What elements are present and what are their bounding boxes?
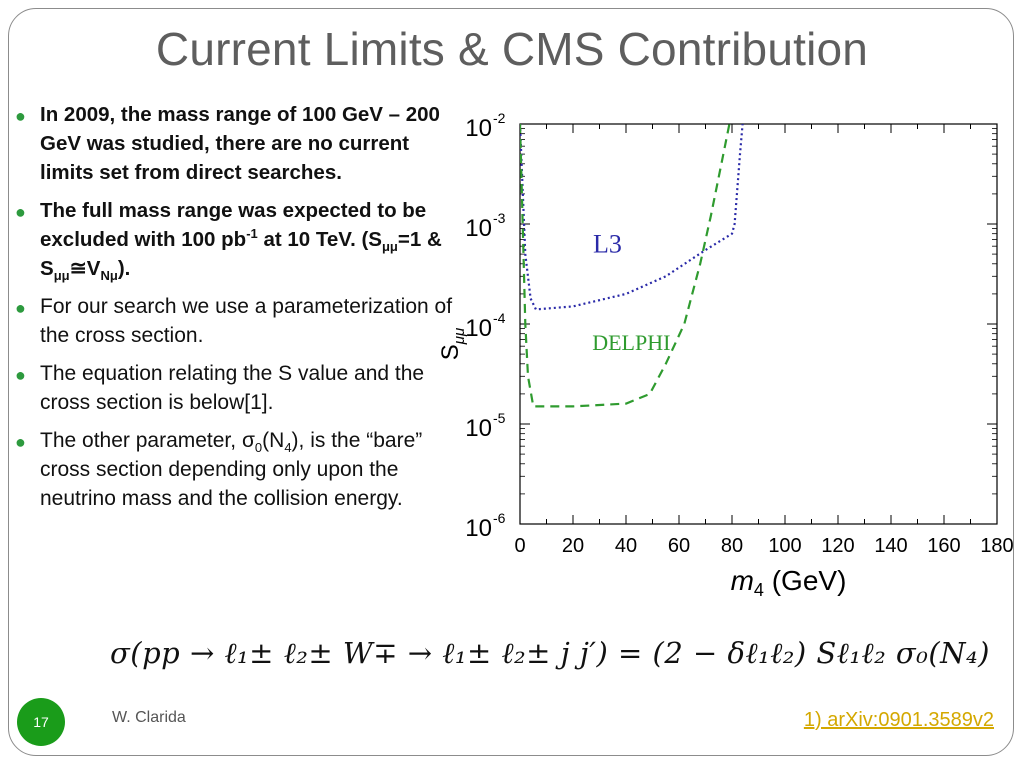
x-axis-label-symbol: m <box>731 565 754 596</box>
series-line-l3 <box>520 124 744 311</box>
y-axis-label-subscript: μμ <box>451 328 468 345</box>
bullet-dot-icon: ● <box>15 365 26 385</box>
bullet-item: ● The equation relating the S value and … <box>15 362 425 414</box>
bullet-item: ● The full mass range was expected to be… <box>15 199 442 284</box>
x-tick-label: 60 <box>668 535 690 557</box>
series-label-delphi: DELPHI <box>592 330 670 355</box>
y-axis-label-symbol: S <box>437 344 464 360</box>
y-tick-exponent: -4 <box>493 310 506 326</box>
bullet-item: ● In 2009, the mass range of 100 GeV – 2… <box>15 103 440 184</box>
y-tick-label: 10 <box>465 415 492 442</box>
x-tick-label: 0 <box>514 535 525 557</box>
bullet-item: ● The other parameter, σ0(N4), is the “b… <box>15 429 423 510</box>
x-tick-label: 180 <box>980 535 1013 557</box>
page-number-badge: 17 <box>17 698 65 746</box>
x-tick-label: 160 <box>927 535 960 557</box>
bullet-dot-icon: ● <box>15 298 26 318</box>
x-tick-label: 140 <box>874 535 907 557</box>
x-axis-label-unit: (GeV) <box>764 565 846 596</box>
bullet-list: ● In 2009, the mass range of 100 GeV – 2… <box>14 100 454 522</box>
y-tick-label: 10 <box>465 115 492 142</box>
y-tick-label: 10 <box>465 315 492 342</box>
x-tick-label: 40 <box>615 535 637 557</box>
y-axis-label: Sμμ <box>437 328 468 360</box>
author-name: W. Clarida <box>112 709 186 726</box>
plot-frame <box>519 123 998 525</box>
x-tick-label: 120 <box>821 535 854 557</box>
x-axis-label: m4 (GeV) <box>731 565 847 598</box>
bullet-dot-icon: ● <box>15 202 26 222</box>
y-tick-label: 10 <box>465 215 492 242</box>
x-tick-label: 20 <box>562 535 584 557</box>
cross-section-equation: σ(pp → ℓ₁± ℓ₂± W∓ → ℓ₁± ℓ₂± j j′) = (2 −… <box>110 636 990 670</box>
reference-link[interactable]: 1) arXiv:0901.3589v2 <box>803 709 994 731</box>
y-tick-exponent: -5 <box>493 410 506 426</box>
y-tick-exponent: -6 <box>493 510 506 526</box>
bullet-item: ● For our search we use a parameterizati… <box>15 295 453 347</box>
y-tick-exponent: -2 <box>493 110 506 126</box>
series-line-delphi <box>520 124 731 408</box>
y-tick-exponent: -3 <box>493 210 506 226</box>
y-tick-label: 10 <box>465 515 492 542</box>
x-axis-label-subscript: 4 <box>754 580 764 598</box>
x-tick-label: 100 <box>768 535 801 557</box>
slide-title: Current Limits & CMS Contribution <box>155 23 869 75</box>
series-label-l3: L3 <box>593 229 622 258</box>
x-tick-label: 80 <box>721 535 743 557</box>
bullet-dot-icon: ● <box>15 106 26 126</box>
slide-frame <box>8 8 1014 756</box>
bullet-dot-icon: ● <box>15 432 26 452</box>
limits-chart: 0 20 40 60 80 100 120 140 160 18010-210-310-410-5… <box>437 110 1014 598</box>
